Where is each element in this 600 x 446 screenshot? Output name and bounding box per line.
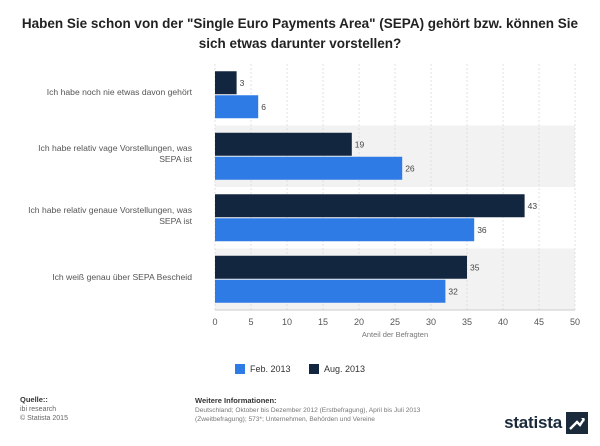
info-title: Weitere Informationen: — [195, 396, 277, 405]
x-axis-title: Anteil der Befragten — [362, 330, 428, 339]
category-label: Ich habe relativ genaue Vorstellungen, w… — [28, 204, 192, 226]
legend-label-aug-2013: Aug. 2013 — [324, 364, 366, 374]
logo-mark-icon — [566, 412, 588, 434]
x-tick-label: 20 — [354, 317, 364, 327]
x-tick-label: 30 — [426, 317, 436, 327]
data-label: 26 — [405, 163, 415, 173]
copyright-line: © Statista 2015 — [20, 415, 68, 422]
legend-item-feb-2013[interactable]: Feb. 2013 — [234, 364, 291, 374]
bar-feb-2013-1 — [215, 95, 259, 119]
chart-title: Haben Sie schon von der "Single Euro Pay… — [21, 16, 579, 51]
x-tick-label: 40 — [498, 317, 508, 327]
x-tick-label: 35 — [462, 317, 472, 327]
data-label: 19 — [355, 139, 365, 149]
x-tick-label: 10 — [282, 317, 292, 327]
bar-feb-2013-4 — [215, 279, 446, 303]
data-label: 32 — [448, 286, 458, 296]
legend: Feb. 2013 Aug. 2013 — [0, 364, 600, 376]
bar-aug-2013-1 — [215, 71, 237, 95]
legend-swatch-aug-2013 — [309, 364, 319, 374]
bar-aug-2013-2 — [215, 132, 352, 156]
data-label: 35 — [470, 262, 480, 272]
x-tick-label: 50 — [570, 317, 580, 327]
data-label: 6 — [261, 102, 266, 112]
category-label: Ich habe noch nie etwas davon gehört — [46, 87, 192, 98]
x-tick-label: 45 — [534, 317, 544, 327]
info-text: Deutschland; Oktober bis Dezember 2012 (… — [195, 407, 421, 423]
category-label: Ich habe relativ vage Vorstellungen, was… — [38, 143, 192, 165]
bar-chart: 0 5 10 15 20 25 30 35 40 45 50 Anteil der Befragten… — [212, 64, 580, 339]
x-tick-label: 15 — [318, 317, 328, 327]
source-line[interactable]: ibi research — [20, 406, 57, 413]
legend-label-feb-2013: Feb. 2013 — [249, 364, 291, 374]
x-tick-label: 0 — [212, 317, 217, 327]
x-tick-label: 25 — [390, 317, 400, 327]
category-label: Ich weiß genau über SEPA Bescheid — [52, 271, 192, 282]
bar-aug-2013-3 — [215, 194, 525, 218]
data-label: 36 — [477, 225, 487, 235]
statista-logo[interactable]: statista — [504, 412, 588, 434]
legend-item-aug-2013[interactable]: Aug. 2013 — [309, 364, 365, 374]
logo-text: statista — [504, 413, 562, 432]
data-label: 3 — [240, 78, 245, 88]
legend-swatch-feb-2013 — [234, 364, 245, 374]
data-label: 43 — [528, 201, 538, 211]
x-tick-label: 5 — [248, 317, 253, 327]
source-title: Quelle:: — [20, 395, 48, 404]
bar-feb-2013-3 — [215, 218, 475, 242]
bar-aug-2013-4 — [215, 255, 467, 279]
bar-feb-2013-2 — [215, 156, 403, 180]
